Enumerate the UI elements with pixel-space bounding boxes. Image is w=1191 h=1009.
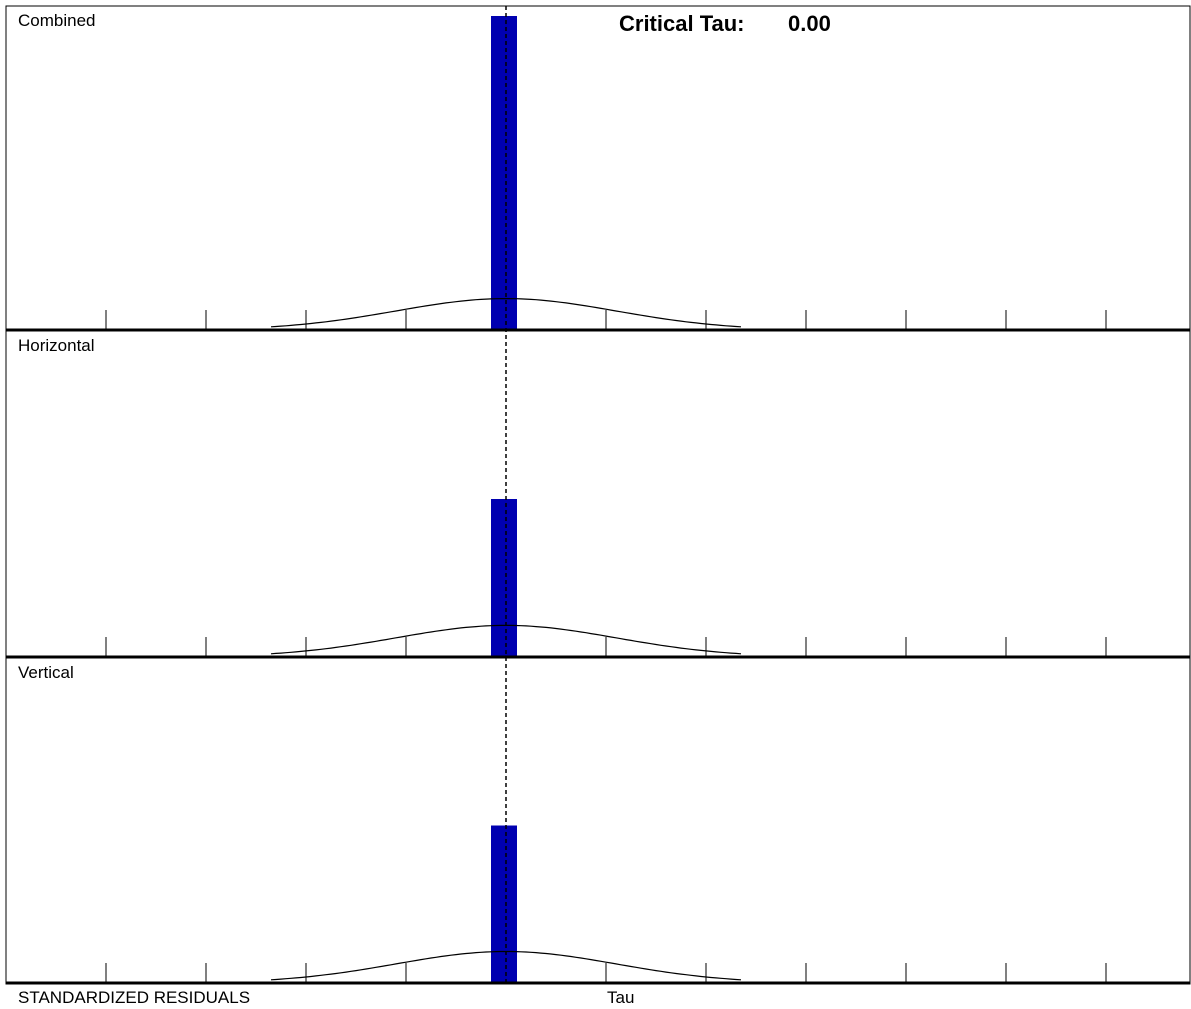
panel-title: Horizontal — [18, 336, 95, 355]
critical-tau-value: 0.00 — [788, 11, 831, 36]
x-axis-label: STANDARDIZED RESIDUALS — [18, 988, 250, 1007]
panels: Combined Horizontal Vertical — [6, 11, 1190, 985]
histogram-bar — [491, 499, 517, 657]
tau-label: Tau — [607, 988, 634, 1007]
normal-curve — [270, 298, 742, 328]
histogram-bar — [491, 16, 517, 330]
critical-tau-label: Critical Tau: — [619, 11, 745, 36]
panel-title: Combined — [18, 11, 96, 30]
chart-border — [5, 5, 1191, 985]
histogram-bar — [491, 825, 517, 983]
panel-title: Vertical — [18, 663, 74, 682]
